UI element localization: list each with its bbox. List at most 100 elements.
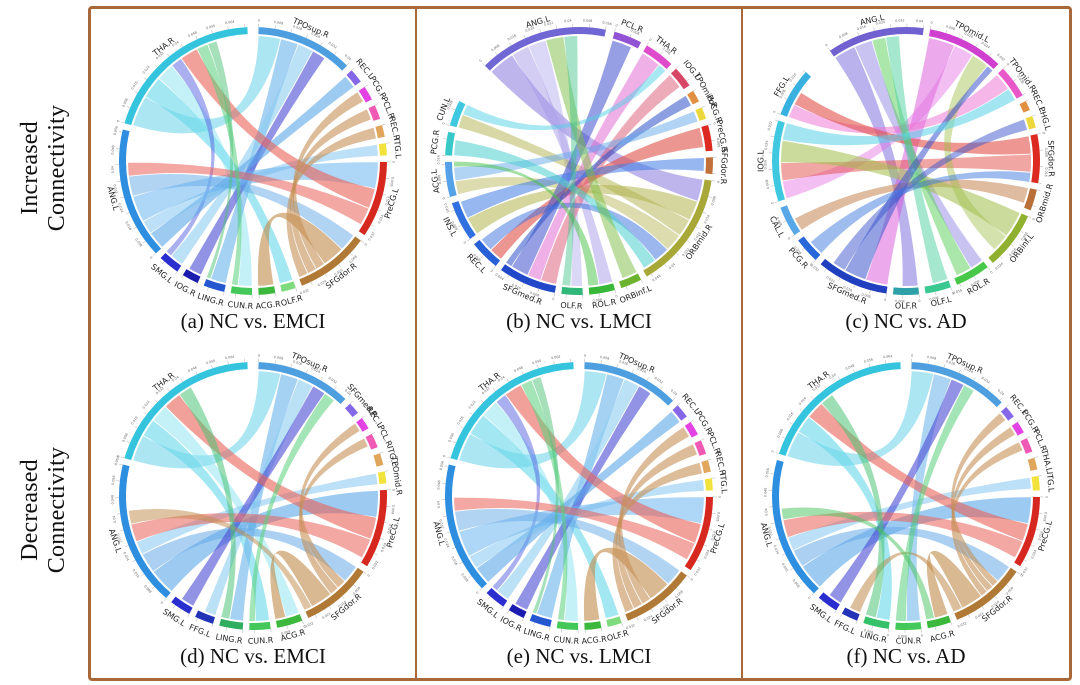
axis-tick [537, 288, 540, 293]
segment-arc [954, 261, 988, 285]
region-label: CUN.R [553, 634, 580, 645]
region-label: ANG.L [107, 527, 123, 554]
axis-tick-label: 0.008 [143, 584, 152, 594]
axis-tick-label: 0.016 [1037, 530, 1044, 540]
chord-ribbon [145, 78, 293, 284]
axis-tick-label: 0.016 [945, 359, 955, 366]
segment-arc [258, 27, 348, 71]
axis-tick-label: 0.016 [384, 196, 391, 206]
axis-tick [967, 614, 970, 618]
chord-ribbon [230, 373, 298, 621]
chord-ribbon [845, 66, 993, 280]
axis-tick [989, 53, 992, 57]
axis-tick-label: 0.016 [450, 555, 458, 565]
axis-tick [451, 210, 455, 212]
segment-arc [119, 129, 162, 254]
axis-tick [306, 34, 308, 39]
chord-ribbon [153, 406, 299, 617]
axis-tick [701, 105, 706, 108]
panel-caption-a: (a) NC vs. EMCI [180, 309, 326, 333]
axis-tick-label: 0.008 [437, 174, 442, 184]
segment-arc [997, 68, 1023, 99]
axis-tick-label: 0.016 [130, 80, 138, 90]
segment-arc [529, 613, 552, 627]
axis-tick-label: 0.008 [945, 24, 955, 31]
axis-tick [1002, 66, 1006, 69]
region-label: CUN.R [227, 300, 254, 311]
axis-tick [459, 561, 463, 564]
axis-tick [141, 573, 145, 576]
axis-tick [636, 616, 639, 620]
axis-tick [154, 399, 158, 402]
region-label: IOG.L [757, 150, 766, 172]
axis-tick [196, 282, 198, 287]
axis-tick-label: 0.008 [1005, 586, 1014, 596]
chord-ribbon [583, 547, 668, 621]
region-label: PCG.R [429, 129, 441, 155]
axis-tick [686, 240, 690, 243]
axis-tick-label: 0.008 [490, 44, 500, 53]
axis-tick-label: 0.008 [592, 298, 602, 303]
chord-ribbon [181, 49, 375, 208]
segment-arc [619, 273, 642, 289]
axis-tick [452, 440, 457, 443]
axis-tick-label: 0.032 [155, 51, 165, 60]
axis-tick [522, 617, 524, 621]
axis-tick-label: 0.048 [845, 363, 855, 370]
chord-ribbon [128, 173, 354, 249]
segment-arc [829, 27, 924, 57]
chord-ribbon [798, 416, 892, 620]
segment-arc [701, 459, 711, 473]
axis-tick [799, 408, 803, 411]
axis-tick-label: 0 [1032, 217, 1037, 221]
axis-tick-label: 0.008 [710, 196, 717, 206]
axis-tick-label: 0.016 [763, 160, 767, 170]
axis-tick [711, 180, 716, 182]
segment-arc [926, 615, 951, 628]
axis-tick [959, 283, 962, 288]
axis-tick [469, 411, 473, 415]
axis-tick [702, 211, 707, 214]
region-label: LING.R [215, 632, 244, 645]
axis-tick-label: 0.016 [952, 288, 962, 295]
axis-tick [175, 271, 178, 275]
axis-tick [1027, 216, 1032, 218]
segment-arc [687, 90, 700, 105]
axis-tick-label: 0 [489, 269, 493, 273]
axis-tick-label: 0.016 [511, 283, 521, 291]
axis-tick [664, 598, 667, 602]
axis-tick-label: 0.008 [352, 586, 361, 596]
axis-tick [522, 282, 524, 287]
segment-arc [694, 439, 707, 456]
axis-tick [686, 574, 690, 578]
axis-tick-label: 0.024 [764, 140, 769, 150]
axis-tick-label: 0.024 [321, 611, 331, 619]
axis-tick [370, 224, 375, 227]
axis-tick [660, 51, 663, 55]
axis-tick [121, 121, 125, 124]
axis-tick-label: 0.008 [121, 98, 129, 108]
axis-tick-label: 0.024 [964, 366, 974, 374]
axis-tick [374, 103, 379, 106]
axis-tick-label: 0.04 [828, 372, 836, 379]
axis-tick [533, 621, 535, 626]
chord-ribbon [454, 508, 680, 584]
chord-ribbon [460, 157, 704, 218]
axis-tick-label: 0 [552, 297, 555, 301]
chord-ribbon [133, 36, 281, 134]
chord-ribbon [787, 370, 934, 466]
region-label: ANG.L [859, 13, 886, 28]
axis-tick [640, 279, 643, 283]
axis-tick-label: 0 [921, 633, 924, 637]
segment-arc [230, 286, 253, 295]
segment-arc [195, 610, 216, 624]
axis-tick-label: 0.032 [895, 18, 905, 22]
segment-arc [780, 205, 801, 236]
axis-tick-label: 0.056 [863, 357, 873, 363]
axis-tick-label: 0.056 [111, 475, 116, 485]
segment-arc [895, 621, 922, 630]
axis-tick [823, 384, 827, 389]
axis-tick [950, 287, 953, 291]
axis-tick [361, 415, 365, 418]
axis-tick-label: 0 [391, 161, 395, 163]
